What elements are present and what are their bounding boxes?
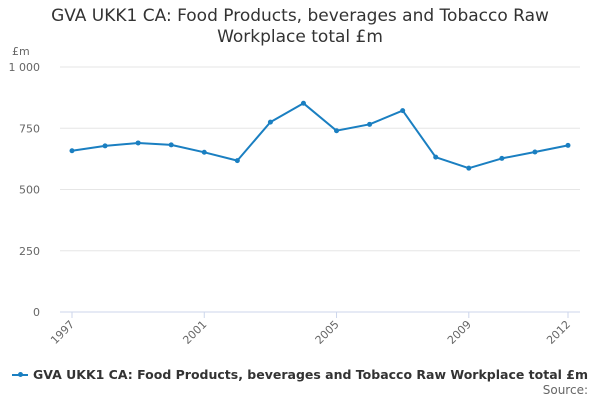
x-tick-label-1997: 1997 [48,318,77,347]
data-point-2011 [532,149,538,155]
x-tick-label-2001: 2001 [180,318,209,347]
data-point-1998 [102,143,108,149]
legend[interactable]: GVA UKK1 CA: Food Products, beverages an… [12,367,588,382]
y-tick-label-1000: 1 000 [9,61,41,74]
data-point-2000 [168,142,174,148]
data-point-2006 [367,121,373,127]
legend-dot-swatch [18,371,23,377]
y-axis-unit-label: £m [12,45,30,58]
chart-title-line-2: Workplace total £m [217,27,383,47]
x-tick-label-2009: 2009 [445,318,474,347]
data-point-2003 [267,119,273,125]
source-label: Source: [542,383,588,397]
x-tick-label-2005: 2005 [313,318,342,347]
gridlines [60,66,580,252]
data-point-2002 [234,158,240,164]
y-tick-label-750: 750 [19,122,40,135]
data-point-2008 [433,154,439,160]
data-point-2005 [334,128,340,134]
y-axis-ticks: 0 250 500 750 1 000 [9,61,41,319]
chart-title-line-1: GVA UKK1 CA: Food Products, beverages an… [51,6,549,26]
series-line-0 [71,102,569,170]
data-point-2009 [466,165,472,171]
data-point-2001 [201,149,207,155]
data-point-2004 [300,100,306,106]
series-group [69,100,571,171]
x-axis: 1997 2001 2005 2009 2012 [48,311,580,347]
legend-line-marker-icon [12,370,28,380]
chart-title: GVA UKK1 CA: Food Products, beverages an… [0,6,600,48]
y-tick-label-0: 0 [33,306,40,319]
data-point-2007 [400,108,406,114]
data-point-1997 [69,148,75,154]
data-point-1999 [135,140,141,146]
data-point-2012 [565,142,571,148]
y-tick-label-500: 500 [19,184,40,197]
legend-label: GVA UKK1 CA: Food Products, beverages an… [33,367,589,382]
data-point-2010 [499,155,505,161]
x-tick-label-2012: 2012 [544,318,573,347]
y-tick-label-250: 250 [19,245,40,258]
